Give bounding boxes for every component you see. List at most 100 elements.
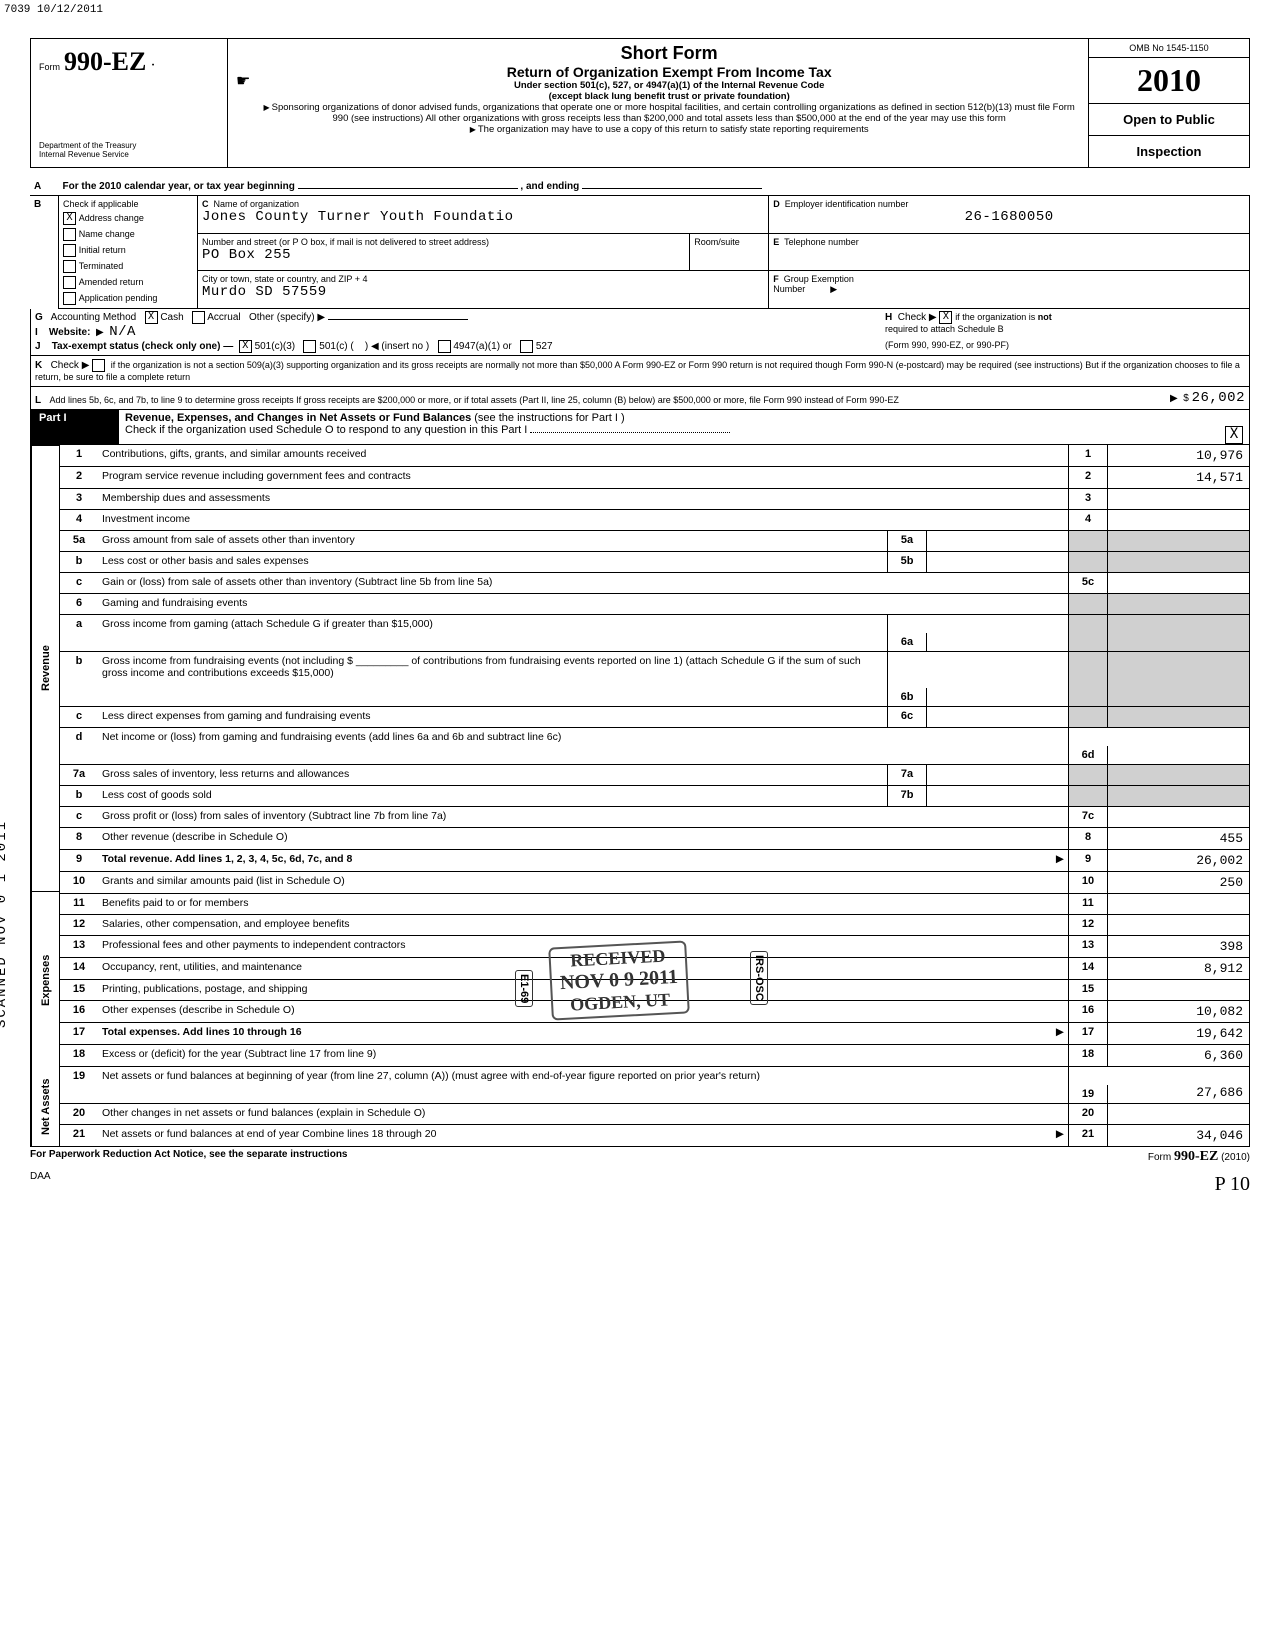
timestamp-stamp: 7039 10/12/2011: [4, 4, 103, 16]
line-5a-desc: Gross amount from sale of assets other t…: [98, 531, 887, 551]
name-change-checkbox[interactable]: [63, 228, 76, 241]
part1-table: Revenue Expenses Net Assets 1Contributio…: [30, 445, 1250, 1147]
schedule-b-checkbox[interactable]: X: [939, 311, 952, 324]
line-14-desc: Occupancy, rent, utilities, and maintena…: [98, 958, 1068, 979]
revenue-side-label: Revenue: [31, 445, 60, 891]
return-title: Return of Organization Exempt From Incom…: [258, 64, 1080, 80]
line-11-desc: Benefits paid to or for members: [98, 894, 1068, 914]
part1-header: Part I Revenue, Expenses, and Changes in…: [30, 410, 1250, 445]
check-applicable-label: Check if applicable: [63, 199, 193, 209]
501c-checkbox[interactable]: [303, 340, 316, 353]
insert-no-label: ) ◀ (insert no ): [365, 341, 429, 352]
line-7b-mid: 7b: [888, 786, 927, 806]
501c3-checkbox[interactable]: X: [239, 340, 252, 353]
line-11-val: [1108, 894, 1249, 914]
line-10-val: 250: [1108, 872, 1249, 893]
ein-label: Employer identification number: [785, 199, 909, 209]
line-5b-mid: 5b: [888, 552, 927, 572]
527-checkbox[interactable]: [520, 340, 533, 353]
identity-block: A For the 2010 calendar year, or tax yea…: [30, 178, 1250, 309]
line-6d-desc: Net income or (loss) from gaming and fun…: [98, 728, 1068, 764]
line-2-val: 14,571: [1108, 467, 1249, 488]
501c-label: 501(c) (: [319, 341, 353, 352]
line-10-desc: Grants and similar amounts paid (list in…: [98, 872, 1068, 893]
line-13-val: 398: [1108, 936, 1249, 957]
group-exemption-label: Group Exemption: [784, 274, 854, 284]
line-3-val: [1108, 489, 1249, 509]
accrual-checkbox[interactable]: [192, 311, 205, 324]
line-18-desc: Excess or (deficit) for the year (Subtra…: [98, 1045, 1068, 1066]
ein-value: 26-1680050: [773, 209, 1245, 225]
org-name-label: Name of organization: [214, 199, 300, 209]
k-text: if the organization is not a section 509…: [35, 360, 1240, 382]
tax-year: 2010: [1137, 62, 1201, 98]
application-pending-checkbox[interactable]: [63, 292, 76, 305]
irs-osc-stamp: IRS-OSC: [750, 951, 768, 1005]
line-5a-mid: 5a: [888, 531, 927, 551]
4947-checkbox[interactable]: [438, 340, 451, 353]
k-checkbox[interactable]: [92, 359, 105, 372]
terminated-checkbox[interactable]: [63, 260, 76, 273]
line-a-text2: , and ending: [520, 181, 579, 192]
line-l: L Add lines 5b, 6c, and 7b, to line 9 to…: [30, 387, 1250, 410]
line-15-desc: Printing, publications, postage, and shi…: [98, 980, 1068, 1000]
name-change-label: Name change: [79, 229, 135, 239]
open-to-public: Open to Public: [1089, 104, 1249, 136]
line-5c-desc: Gain or (loss) from sale of assets other…: [98, 573, 1068, 593]
subtitle-1: Under section 501(c), 527, or 4947(a)(1)…: [258, 80, 1080, 91]
4947-label: 4947(a)(1) or: [453, 341, 511, 352]
group-exemption-number-label: Number: [773, 284, 805, 294]
h-text-3: (Form 990, 990-EZ, or 990-PF): [809, 340, 1245, 353]
line-6d-val: [1108, 758, 1249, 764]
line-7b-desc: Less cost of goods sold: [98, 786, 887, 806]
accounting-method-row: G Accounting Method X Cash Accrual Other…: [30, 309, 1250, 356]
line-3-desc: Membership dues and assessments: [98, 489, 1068, 509]
line-20-val: [1108, 1104, 1249, 1124]
line-4-val: [1108, 510, 1249, 530]
amended-return-checkbox[interactable]: [63, 276, 76, 289]
line-k: K Check ▶ if the organization is not a s…: [30, 356, 1250, 387]
footer-right-prefix: Form: [1148, 1152, 1174, 1163]
part1-label: Part I: [31, 410, 119, 444]
form-header: Form 990-EZ · Department of the Treasury…: [30, 38, 1250, 168]
line-16-val: 10,082: [1108, 1001, 1249, 1022]
address-change-label: Address change: [79, 213, 144, 223]
initial-return-label: Initial return: [79, 245, 126, 255]
initial-return-checkbox[interactable]: [63, 244, 76, 257]
line-6c-desc: Less direct expenses from gaming and fun…: [98, 707, 887, 727]
accounting-method-label: Accounting Method: [51, 312, 137, 323]
website-label: Website:: [49, 327, 91, 338]
other-label: Other (specify): [249, 312, 315, 323]
line-8-val: 455: [1108, 828, 1249, 849]
form-number: 990-EZ: [64, 47, 146, 77]
line-2-desc: Program service revenue including govern…: [98, 467, 1068, 488]
501c3-label: 501(c)(3): [255, 341, 296, 352]
terminated-label: Terminated: [79, 261, 124, 271]
line-1-desc: Contributions, gifts, grants, and simila…: [98, 445, 1068, 466]
part1-schedule-o-checkbox[interactable]: X: [1225, 426, 1243, 444]
527-label: 527: [536, 341, 553, 352]
line-12-val: [1108, 915, 1249, 935]
tax-exempt-label: Tax-exempt status (check only one) —: [52, 341, 234, 352]
line-17-desc: Total expenses. Add lines 10 through 16: [102, 1026, 302, 1038]
instruction-2: The organization may have to use a copy …: [478, 124, 869, 135]
line-20-desc: Other changes in net assets or fund bala…: [98, 1104, 1068, 1124]
short-form-title: Short Form: [258, 43, 1080, 64]
line-21-desc: Net assets or fund balances at end of ye…: [102, 1128, 436, 1140]
netassets-side-label: Net Assets: [31, 1068, 60, 1146]
omb-number: OMB No 1545-1150: [1089, 39, 1249, 58]
line-13-desc: Professional fees and other payments to …: [98, 936, 1068, 957]
line-19-desc: Net assets or fund balances at beginning…: [98, 1067, 1068, 1103]
line-7c-val: [1108, 807, 1249, 827]
h-check-label: Check: [898, 312, 926, 323]
h-text: if the organization is not: [955, 312, 1052, 322]
form-prefix: Form: [39, 62, 60, 72]
street-value: PO Box 255: [202, 247, 685, 263]
line-15-val: [1108, 980, 1249, 1000]
line-5b-desc: Less cost or other basis and sales expen…: [98, 552, 887, 572]
address-change-checkbox[interactable]: X: [63, 212, 76, 225]
cash-checkbox[interactable]: X: [145, 311, 158, 324]
footer-left: For Paperwork Reduction Act Notice, see …: [30, 1149, 348, 1165]
application-pending-label: Application pending: [79, 293, 158, 303]
line-6a-desc: Gross income from gaming (attach Schedul…: [98, 615, 887, 651]
